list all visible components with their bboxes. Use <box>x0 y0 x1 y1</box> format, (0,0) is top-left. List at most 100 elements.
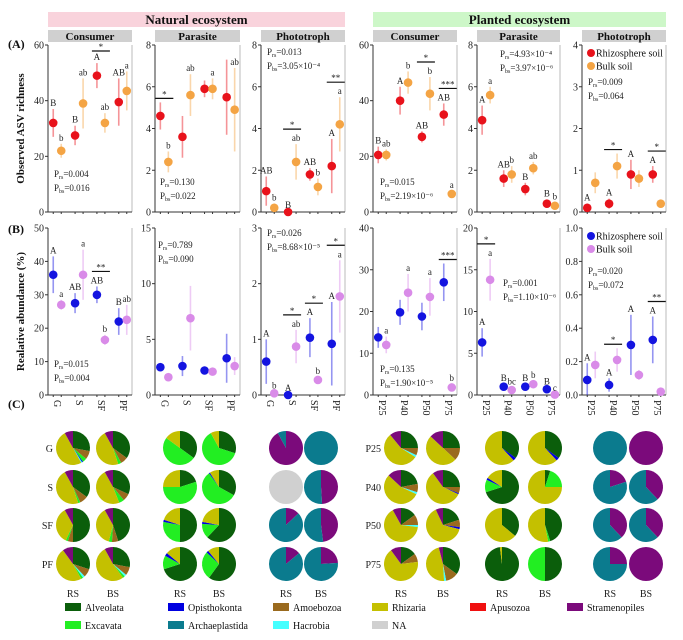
pie-slice-excavata <box>113 487 124 503</box>
y-tick-label: 4 <box>252 124 257 135</box>
significance-stars: * <box>290 120 295 130</box>
bulk-point <box>612 161 622 171</box>
p-value-bs: Pbs=0.004 <box>54 373 90 385</box>
y-tick-label: 15 <box>463 265 473 276</box>
pie-slice-opisthokonta <box>209 472 219 487</box>
legend-label: Excavata <box>85 621 122 632</box>
p-value-bs: Pbs=1.10×10⁻⁶ <box>503 292 556 304</box>
pie-chart <box>485 508 520 542</box>
p-value: =0.004 <box>63 169 89 179</box>
pie-row-label: P75 <box>365 560 381 571</box>
pie-chart <box>56 431 90 465</box>
rhizosphere-point <box>70 298 80 308</box>
pie-slice-rhizaria <box>55 510 73 541</box>
ecosystem-title: Natural ecosystem <box>145 12 247 27</box>
pie-slice-stramenopiles <box>388 470 401 487</box>
bulk-point <box>269 203 279 213</box>
rhizosphere-point <box>582 203 592 213</box>
pie-slice-rhizaria <box>56 550 82 581</box>
y-tick-label: 8 <box>252 41 257 52</box>
rhizosphere-letter: A <box>263 328 270 338</box>
bulk-letter: b <box>316 366 321 376</box>
pie-row-label: P25 <box>365 444 381 455</box>
pie-block-consumer: G S SF PF RS BS <box>42 431 131 600</box>
y-tick-label: 40 <box>34 257 44 268</box>
pie-row-label: SF <box>42 521 54 532</box>
pie-slice-stramenopiles <box>435 508 443 525</box>
rhizosphere-point <box>477 115 487 125</box>
bulk-letter: b <box>428 66 433 76</box>
y-tick-label: 4 <box>573 41 578 52</box>
rhizosphere-point <box>114 317 124 326</box>
bulk-point <box>590 178 600 188</box>
bulk-point <box>425 292 435 302</box>
significance-stars: * <box>424 53 429 63</box>
pie-chart <box>593 470 627 504</box>
y-tick-label: 15 <box>141 224 151 235</box>
p-value-bs: Pbs=1.90×10⁻⁵ <box>380 378 433 390</box>
p-value: =0.135 <box>389 364 415 374</box>
rhizosphere-point <box>373 333 383 342</box>
pie-column-label: BS <box>107 589 119 600</box>
p-value-rs: Prs=0.026 <box>267 228 302 240</box>
pie-slice-rhizaria <box>383 475 417 505</box>
p-value: =3.97×10⁻⁶ <box>510 63 553 73</box>
legend-label: Alveolata <box>85 603 124 614</box>
legend-swatch-excavata <box>65 621 81 629</box>
p-value: =4.93×10⁻⁴ <box>509 49 552 59</box>
pie-slice-stramenopiles <box>646 470 663 500</box>
subplot-phototroph: Phototroph 0 1 2 3 4 A A A A * * Prs=0.009 Pbs=0.064 R… <box>573 30 667 219</box>
bulk-letter: ab <box>529 151 538 161</box>
rhizosphere-letter: B <box>116 297 122 307</box>
rhizosphere-point <box>156 362 165 372</box>
pie-slice-alveolata <box>180 470 197 487</box>
bulk-point <box>291 342 301 351</box>
ecosystem-title: Planted ecosystem <box>469 12 571 27</box>
bulk-point <box>447 383 457 392</box>
pie-chart <box>268 547 303 581</box>
bulk-letter: b <box>166 140 171 150</box>
rhizosphere-point <box>261 357 271 366</box>
p-value-rs: Prs=0.015 <box>380 177 415 189</box>
y-tick-label: 1.0 <box>566 224 579 235</box>
pie-slice-alveolata <box>484 547 519 581</box>
rhizosphere-point <box>604 380 614 390</box>
bulk-point <box>269 389 279 398</box>
x-tick-label: P75 <box>651 400 662 416</box>
significance-stars: * <box>334 236 339 246</box>
rhizosphere-point <box>520 382 530 391</box>
pie-slice-excavata <box>202 433 236 465</box>
legend-swatch-stramenopiles <box>567 603 583 611</box>
pie-chart <box>55 470 91 505</box>
pie-slice-stramenopiles <box>392 508 401 525</box>
subplot-consumer: Consumer 0 20 40 60 B B A AB b ab ab a * Prs=0.004 Pbs=… <box>34 30 133 219</box>
rhizosphere-letter: A <box>628 304 635 314</box>
x-tick-label: P40 <box>398 400 409 416</box>
y-tick-label: 2 <box>146 166 151 177</box>
pie-slice-excavata <box>201 523 219 538</box>
x-tick-label: SF <box>308 400 319 412</box>
pie-slice-alveolata <box>209 547 236 581</box>
x-tick-label: PF <box>225 400 236 412</box>
rhizosphere-letter: A <box>584 193 591 203</box>
x-tick-label: G <box>158 400 169 407</box>
pie-slice-amoebozoa <box>73 487 87 503</box>
bulk-letter: ab <box>79 67 88 77</box>
bulk-point <box>186 90 195 100</box>
legend-marker-bulk <box>587 245 595 253</box>
rhizosphere-point <box>395 96 405 105</box>
pie-slice-amoebozoa <box>73 448 90 459</box>
pie-chart <box>384 547 418 582</box>
pie-slice-alveolata <box>443 431 460 448</box>
significance-stars: * <box>655 142 660 152</box>
pie-slice-stramenopiles <box>64 508 73 525</box>
bulk-point <box>208 367 217 376</box>
pie-slice-excavata <box>528 547 545 581</box>
bulk-letter: a <box>81 239 85 249</box>
bulk-point <box>56 146 66 156</box>
pie-slice-rhizaria <box>426 509 460 542</box>
pie-slice-amoebozoa <box>113 564 130 575</box>
legend: Rhizosphere soil Bulk soil <box>587 232 663 256</box>
pie-slice-stramenopiles <box>391 547 401 564</box>
y-tick-label: 40 <box>359 224 369 235</box>
